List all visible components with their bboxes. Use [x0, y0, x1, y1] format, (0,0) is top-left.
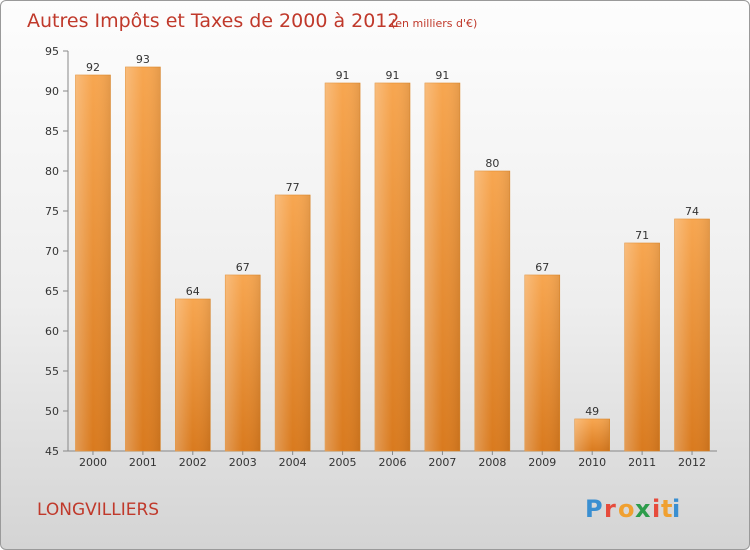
y-tick-label: 60 [45, 325, 59, 338]
logo-letter: t [661, 495, 672, 523]
x-tick-label: 2003 [229, 456, 257, 469]
data-label: 67 [236, 261, 250, 274]
y-tick-label: 50 [45, 405, 59, 418]
bar-shade [175, 299, 211, 451]
y-tick-label: 95 [45, 45, 59, 58]
bar-shade [424, 83, 460, 451]
x-tick-label: 2012 [678, 456, 706, 469]
x-tick-label: 2011 [628, 456, 656, 469]
bar-shade [674, 219, 710, 451]
location-name: LONGVILLIERS [37, 500, 159, 520]
data-label: 77 [286, 181, 300, 194]
y-tick-label: 75 [45, 205, 59, 218]
x-tick-label: 2010 [578, 456, 606, 469]
logo-letter: i [652, 495, 660, 523]
plot-area: 45 50 55 60 65 70 75 80 85 90 95 92 2000 93 2001 64 2002… [45, 45, 717, 469]
y-tick-label: 90 [45, 85, 59, 98]
y-tick-label: 65 [45, 285, 59, 298]
bar-shade [624, 243, 660, 451]
x-tick-label: 2004 [279, 456, 307, 469]
logo-letter: i [672, 495, 680, 523]
x-tick-label: 2002 [179, 456, 207, 469]
bar-shade [225, 275, 261, 451]
bar-shade [474, 171, 510, 451]
logo-letter: P [585, 495, 603, 523]
data-label: 64 [186, 285, 200, 298]
x-tick-label: 2009 [528, 456, 556, 469]
bar-shade [375, 83, 410, 451]
x-tick-label: 2007 [428, 456, 456, 469]
x-tick-label: 2008 [478, 456, 506, 469]
logo-letter: o [618, 495, 635, 523]
bar-shade [574, 419, 610, 451]
x-tick-label: 2005 [329, 456, 357, 469]
data-label: 49 [585, 405, 599, 418]
x-tick-label: 2001 [129, 456, 157, 469]
data-label: 91 [386, 69, 400, 82]
data-label: 74 [685, 205, 699, 218]
data-label: 71 [635, 229, 649, 242]
bar-shade [125, 67, 161, 451]
data-label: 91 [435, 69, 449, 82]
data-label: 92 [86, 61, 100, 74]
bar-shade [325, 83, 361, 451]
y-tick-label: 45 [45, 445, 59, 458]
y-tick-label: 85 [45, 125, 59, 138]
y-tick-label: 55 [45, 365, 59, 378]
data-label: 91 [336, 69, 350, 82]
bar-shade [75, 75, 111, 451]
logo-letter: r [604, 495, 616, 523]
logo-letter: x [635, 495, 651, 523]
y-tick-label: 70 [45, 245, 59, 258]
chart-subtitle: (en milliers d'€) [391, 17, 477, 30]
data-label: 67 [535, 261, 549, 274]
x-tick-label: 2006 [379, 456, 407, 469]
data-label: 80 [485, 157, 499, 170]
chart-title: Autres Impôts et Taxes de 2000 à 2012 [27, 10, 400, 32]
bar-shade [524, 275, 560, 451]
bar-shade [275, 195, 311, 451]
y-tick-label: 80 [45, 165, 59, 178]
data-label: 93 [136, 53, 150, 66]
x-tick-label: 2000 [79, 456, 107, 469]
